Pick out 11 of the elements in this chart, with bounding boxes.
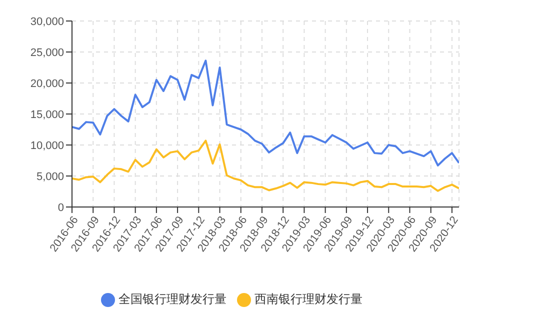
- y-tick-label: 25,000: [30, 46, 64, 59]
- y-tick-label: 0: [58, 202, 64, 214]
- y-tick-label: 5,000: [36, 170, 64, 183]
- y-tick-label: 20,000: [30, 78, 64, 90]
- legend-label: 全国银行理财发行量: [118, 292, 226, 306]
- legend-label: 西南银行理财发行量: [254, 292, 362, 306]
- y-tick-label: 30,000: [30, 16, 64, 28]
- line-series: [72, 60, 459, 166]
- line-series: [72, 140, 459, 192]
- y-tick-label: 15,000: [30, 108, 64, 121]
- y-tick-label: 10,000: [30, 140, 64, 152]
